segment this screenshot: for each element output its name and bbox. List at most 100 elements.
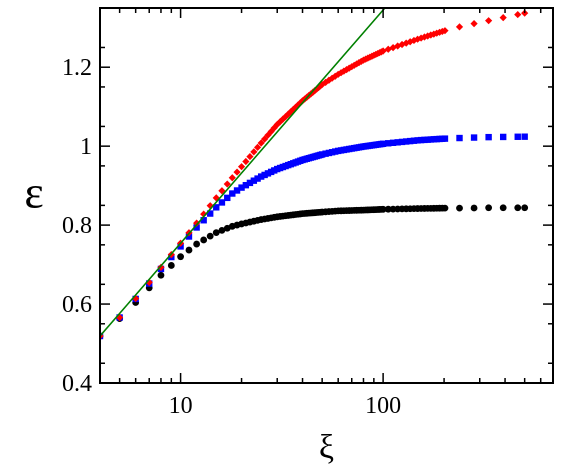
- data-point-diamond: [284, 110, 292, 118]
- data-point-diamond: [276, 118, 284, 126]
- data-point-circle: [157, 271, 165, 279]
- data-point-diamond: [261, 135, 269, 143]
- data-point-circle: [200, 236, 208, 244]
- data-point-diamond: [253, 143, 262, 151]
- data-point-diamond: [250, 148, 258, 156]
- y-tick-label: 0.8: [62, 213, 92, 239]
- data-point-circle: [456, 204, 463, 212]
- data-point-square: [394, 139, 401, 146]
- y-tick-label: 1: [80, 134, 92, 160]
- data-point-diamond: [353, 60, 361, 68]
- data-point-diamond: [389, 44, 397, 52]
- data-point-square: [185, 233, 193, 240]
- data-point-square: [218, 199, 226, 206]
- data-point-diamond: [257, 139, 265, 147]
- data-point-square: [246, 179, 254, 187]
- data-point-circle: [379, 205, 387, 213]
- data-point-diamond: [193, 219, 201, 227]
- data-point-square: [193, 224, 200, 231]
- y-axis-label: ε: [24, 167, 43, 218]
- data-point-circle: [441, 204, 449, 212]
- data-point-square: [385, 140, 392, 147]
- data-point-diamond: [296, 99, 304, 107]
- data-point-diamond: [406, 38, 414, 46]
- data-point-diamond: [342, 66, 351, 74]
- data-point-diamond: [470, 20, 478, 28]
- plot-frame: [99, 7, 554, 384]
- data-point-circle: [499, 204, 507, 212]
- data-point-diamond: [345, 64, 353, 72]
- data-point-diamond: [521, 9, 529, 17]
- data-point-diamond: [223, 180, 231, 188]
- data-point-diamond: [289, 105, 297, 114]
- data-point-square: [417, 136, 425, 144]
- data-point-diamond: [455, 23, 464, 31]
- data-point-square: [257, 173, 265, 180]
- data-point-diamond: [410, 36, 418, 45]
- data-point-circle: [218, 226, 226, 234]
- data-point-diamond: [157, 263, 165, 271]
- data-point-diamond: [441, 27, 449, 35]
- data-point-diamond: [270, 124, 278, 132]
- data-point-diamond: [394, 42, 402, 50]
- data-point-diamond: [331, 72, 339, 80]
- data-point-diamond: [318, 80, 326, 89]
- data-point-square: [414, 137, 421, 144]
- data-point-circle: [177, 253, 184, 261]
- data-point-square: [318, 151, 326, 158]
- data-point-diamond: [292, 103, 300, 111]
- data-point-square: [213, 204, 220, 211]
- data-point-square: [514, 133, 521, 140]
- data-point-diamond: [237, 163, 246, 171]
- series-1: [100, 133, 528, 340]
- data-point-diamond: [350, 61, 358, 69]
- data-point-square: [261, 171, 268, 179]
- data-point-diamond: [228, 174, 236, 182]
- series-layer: [100, 8, 529, 340]
- data-point-circle: [521, 204, 529, 212]
- data-point-square: [485, 133, 492, 141]
- data-point-circle: [514, 204, 522, 212]
- data-point-diamond: [328, 74, 336, 82]
- y-tick-label: 0.6: [62, 292, 92, 318]
- data-point-diamond: [321, 78, 330, 86]
- data-point-diamond: [413, 35, 422, 43]
- data-point-diamond: [337, 69, 345, 77]
- data-point-square: [421, 136, 428, 144]
- data-point-square: [456, 134, 463, 142]
- data-point-diamond: [267, 127, 275, 136]
- data-point-square: [254, 175, 261, 182]
- data-point-diamond: [420, 33, 429, 41]
- series-line: [100, 8, 386, 337]
- series-3: [100, 8, 386, 337]
- data-point-square: [402, 138, 410, 145]
- data-point-circle: [212, 229, 220, 237]
- data-point-diamond: [242, 157, 250, 166]
- data-point-diamond: [200, 210, 208, 218]
- data-point-diamond: [499, 14, 507, 22]
- data-point-square: [233, 187, 241, 194]
- data-point-circle: [470, 204, 478, 212]
- data-point-square: [242, 181, 250, 189]
- data-point-square: [389, 139, 397, 146]
- data-point-square: [499, 133, 507, 141]
- data-point-diamond: [514, 10, 522, 19]
- data-point-square: [470, 134, 478, 141]
- data-point-square: [398, 138, 406, 146]
- series-2: [100, 9, 529, 340]
- data-point-circle: [485, 204, 493, 212]
- data-point-square: [521, 133, 528, 140]
- data-point-circle: [167, 262, 175, 269]
- data-point-square: [229, 190, 236, 197]
- data-point-square: [238, 184, 245, 191]
- data-point-diamond: [246, 152, 254, 161]
- y-tick-label: 1.2: [62, 55, 92, 81]
- data-point-circle: [384, 205, 392, 213]
- data-point-diamond: [233, 168, 241, 176]
- x-tick-label: 100: [365, 393, 401, 419]
- data-point-diamond: [417, 34, 425, 42]
- data-point-square: [250, 177, 258, 184]
- data-point-diamond: [485, 17, 493, 25]
